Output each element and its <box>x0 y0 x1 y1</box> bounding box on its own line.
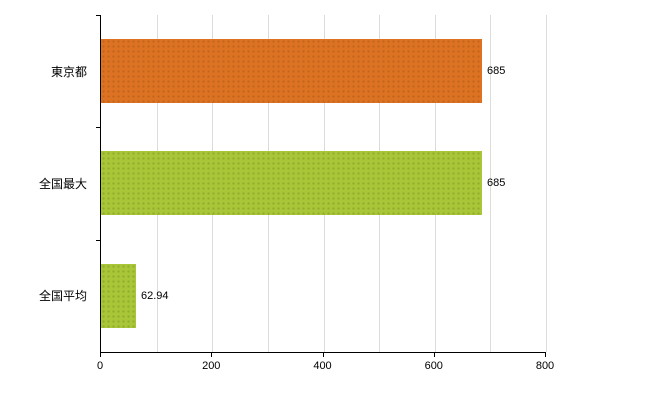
value-label: 685 <box>487 65 506 78</box>
y-axis-tick <box>96 127 101 129</box>
x-tick-label: 200 <box>202 360 221 372</box>
bar-2 <box>101 151 483 216</box>
y-axis-labels: 東京都全国最大全国平均 <box>0 15 94 352</box>
x-tick-label: 400 <box>313 360 332 372</box>
y-axis-tick <box>96 239 101 241</box>
bar-3 <box>101 263 136 328</box>
value-label: 62.94 <box>141 289 169 302</box>
category-label: 全国最大 <box>38 176 87 191</box>
x-axis-tick <box>322 353 324 357</box>
x-tick-label: 0 <box>96 360 104 372</box>
x-axis: 0 200 400 600 800 <box>96 353 554 379</box>
x-axis-tick <box>433 353 435 357</box>
value-label: 685 <box>487 177 506 190</box>
y-axis-tick <box>96 15 101 16</box>
x-axis-tick <box>100 353 101 357</box>
bar-row: 685 <box>101 127 546 239</box>
bar-1 <box>101 39 483 104</box>
x-axis-tick <box>211 353 213 357</box>
category-label: 全国平均 <box>38 289 87 304</box>
x-tick-label: 800 <box>535 360 555 372</box>
bar-row: 62.94 <box>101 240 546 352</box>
category-label: 東京都 <box>50 64 87 79</box>
gridline <box>490 15 492 352</box>
plot-area: 685 685 62.94 <box>96 15 547 353</box>
bar-row: 685 <box>101 15 546 127</box>
x-axis-tick <box>545 353 546 357</box>
x-tick-label: 600 <box>424 360 443 372</box>
gridline <box>546 15 547 352</box>
